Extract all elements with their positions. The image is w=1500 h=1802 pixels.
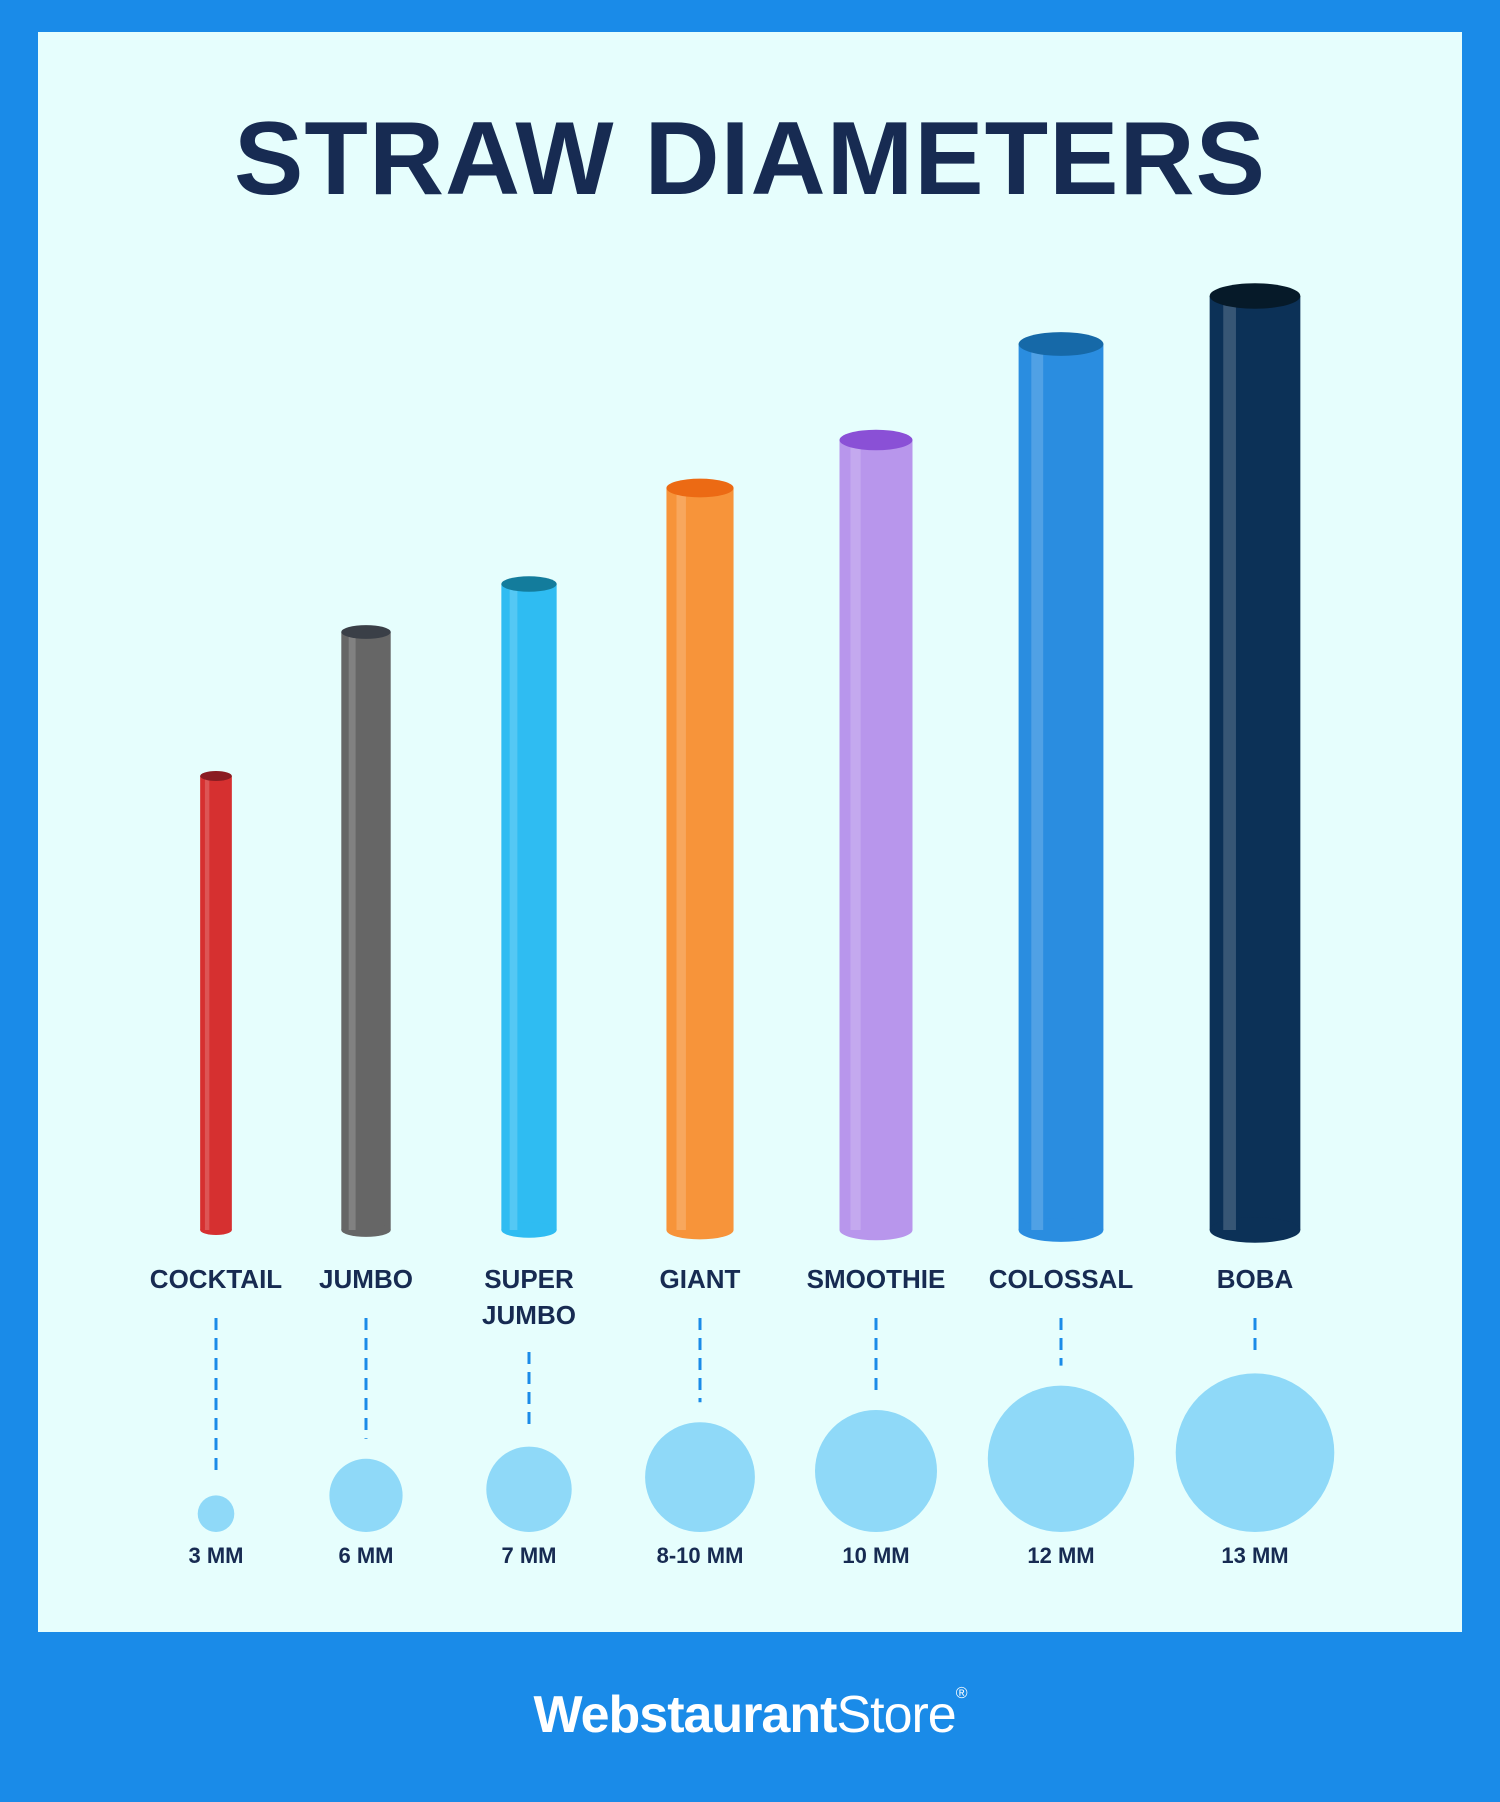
straw-opening xyxy=(1018,332,1104,356)
diameter-label: 12 MM xyxy=(1027,1543,1094,1568)
straw-highlight xyxy=(850,440,861,1230)
straw-bottom xyxy=(1018,1218,1104,1242)
straw-body xyxy=(1209,296,1301,1230)
straw-highlight xyxy=(204,776,210,1230)
diameter-label: 10 MM xyxy=(842,1543,909,1568)
straw-label: BOBA xyxy=(1217,1264,1294,1294)
straw-opening xyxy=(200,771,232,781)
brand-logo: WebstaurantStore® xyxy=(533,1685,967,1744)
straw-bottom xyxy=(1209,1217,1301,1243)
straw-opening xyxy=(341,625,391,639)
straw-opening xyxy=(666,478,734,498)
chart-title: STRAW DIAMETERS xyxy=(234,101,1266,217)
straw-opening xyxy=(501,576,557,592)
straw-highlight xyxy=(676,488,686,1230)
straw-opening xyxy=(1209,283,1301,309)
diameter-label: 7 MM xyxy=(502,1543,557,1568)
straw-highlight xyxy=(1031,344,1044,1230)
straw-label: COLOSSAL xyxy=(989,1264,1134,1294)
straw-bottom xyxy=(200,1225,232,1235)
diameter-circle xyxy=(1175,1373,1335,1532)
straw-opening xyxy=(839,429,913,451)
diameter-circle xyxy=(197,1495,235,1532)
diameter-circle xyxy=(486,1446,572,1533)
straw-body xyxy=(1018,344,1104,1230)
straw-label: COCKTAIL xyxy=(150,1264,283,1294)
straw-body xyxy=(666,488,734,1230)
straw-highlight xyxy=(1223,296,1236,1230)
straw-bottom xyxy=(666,1220,734,1240)
diameter-circle xyxy=(329,1458,403,1532)
straw-bottom xyxy=(501,1222,557,1238)
diameter-label: 13 MM xyxy=(1221,1543,1288,1568)
straw-label: JUMBO xyxy=(319,1264,413,1294)
straw-label: JUMBO xyxy=(482,1300,576,1330)
straw-highlight xyxy=(348,632,356,1230)
straw-highlight xyxy=(509,584,518,1230)
straw-body xyxy=(501,584,557,1230)
straw-label: SMOOTHIE xyxy=(807,1264,946,1294)
straw-body xyxy=(839,440,913,1230)
diameter-circle xyxy=(815,1410,937,1532)
diameter-label: 8-10 MM xyxy=(657,1543,744,1568)
straw-bottom xyxy=(341,1223,391,1237)
diameter-label: 6 MM xyxy=(339,1543,394,1568)
straw-label: GIANT xyxy=(660,1264,741,1294)
diameter-circle xyxy=(645,1422,755,1532)
straw-bottom xyxy=(839,1219,913,1241)
diameter-circle xyxy=(987,1385,1135,1533)
diameter-label: 3 MM xyxy=(189,1543,244,1568)
straw-body xyxy=(341,632,391,1230)
straw-body xyxy=(200,776,232,1230)
straw-label: SUPER xyxy=(484,1264,574,1294)
